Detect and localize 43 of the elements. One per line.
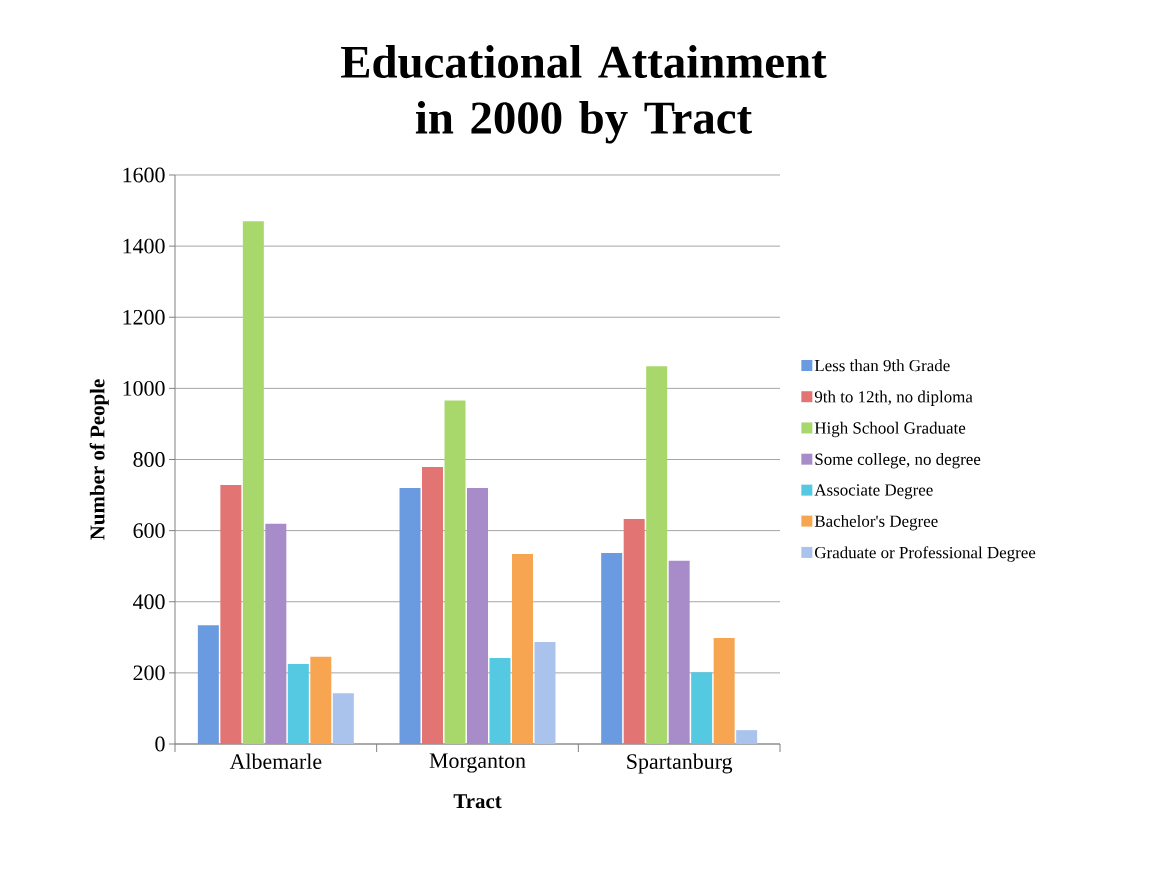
bar [601,553,623,744]
x-axis-title: Tract [453,794,502,809]
bar [444,400,466,744]
bar [242,221,264,744]
y-axis-title: Number of People [89,379,109,540]
bar [489,657,511,744]
legend-label: Associate Degree [814,484,933,500]
bar [668,560,690,744]
y-tick-label: 600 [133,523,165,539]
legend-label: Graduate or Professional Degree [815,546,1036,562]
x-tick-label: Morganton [429,753,526,773]
bar [422,466,444,744]
x-tick-label: Albemarle [229,753,322,769]
bar [399,487,421,744]
bar [623,518,645,744]
bar [646,366,668,744]
y-tick-label: 1200 [123,309,165,325]
bar [467,487,488,744]
y-tick-label: 200 [133,665,165,681]
x-tick-label: Spartanburg [627,753,733,774]
bar [310,656,332,744]
legend-label: Less than 9th Grade [814,359,950,372]
bar [691,672,713,744]
y-tick-label: 400 [133,594,165,610]
legend-label: High School Graduate [814,421,966,438]
legend-label: 9th to 12th, no diploma [814,390,973,406]
y-tick-label: 1600 [123,167,165,183]
chart-title: Educational Attainment in 2000 by Tract [341,45,827,144]
bar [736,730,758,744]
bar [220,485,242,744]
legend-label: Bachelor's Degree [814,514,938,531]
bar [332,693,354,744]
y-tick-label: 1000 [123,380,165,396]
bar [713,638,735,744]
y-tick-label: 1400 [123,238,165,254]
legend-label: Some college, no degree [815,453,981,469]
bar [197,625,219,744]
bar [265,523,287,744]
y-tick-label: 800 [133,452,165,467]
bar [287,663,309,744]
y-tick-label: 0 [155,736,165,752]
bar [534,641,556,744]
bar [511,554,533,744]
